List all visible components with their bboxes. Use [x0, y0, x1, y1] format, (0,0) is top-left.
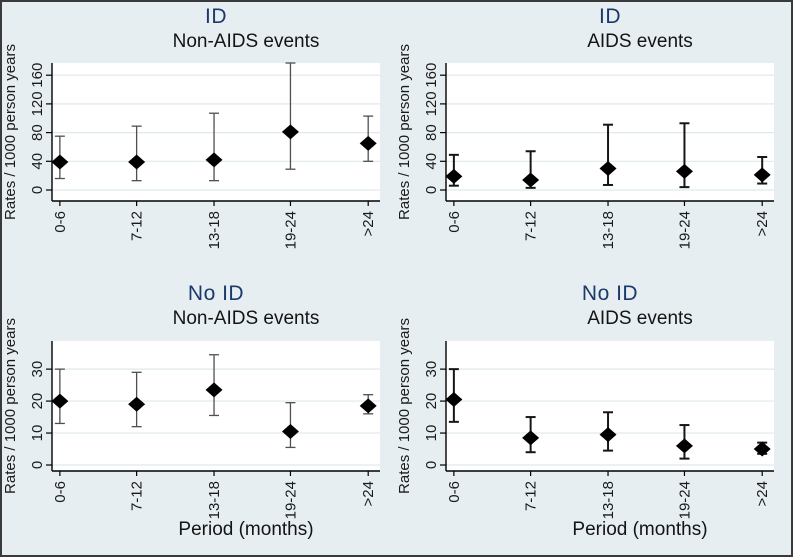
x-tick-label: 7-12 — [129, 211, 146, 241]
x-tick-label: 19-24 — [676, 481, 693, 519]
x-tick-label: 19-24 — [676, 211, 693, 249]
x-tick-label: 0-6 — [52, 211, 69, 233]
x-tick-label: >24 — [360, 211, 377, 236]
plot-area — [446, 341, 774, 471]
panel-id-aids: 0 40 80 120 160 Rates / 1000 person years 0-6 7… — [396, 2, 791, 279]
data-point-diamond — [445, 168, 463, 184]
x-axis-title: Period (months) — [572, 519, 708, 540]
y-tick-label: 0 — [423, 186, 440, 194]
y-axis-title: Rates / 1000 person years — [2, 44, 19, 220]
data-point-diamond — [281, 124, 299, 140]
panel-group-title: No ID — [581, 282, 639, 305]
x-tick-label: 19-24 — [282, 481, 299, 519]
x-tick-label: 0-6 — [446, 211, 463, 233]
data-point-diamond — [753, 441, 771, 457]
plot-noid-non-aids: 0 10 20 30 Rates / 1000 person years 0-6 7-12 1… — [2, 318, 380, 519]
plot-id-aids: 0 40 80 120 160 Rates / 1000 person years 0-6 7… — [396, 44, 774, 249]
x-tick-label: 19-24 — [282, 211, 299, 249]
panel-subtitle: AIDS events — [587, 31, 693, 52]
y-tick-label: 10 — [29, 425, 46, 442]
x-tick-label: 0-6 — [446, 481, 463, 503]
x-tick-label: >24 — [754, 211, 771, 236]
x-tick-label: 13-18 — [600, 211, 617, 249]
x-tick-label: 7-12 — [523, 481, 540, 511]
x-tick-label: >24 — [754, 481, 771, 506]
y-tick-label: 160 — [423, 63, 440, 88]
panel-subtitle: Non-AIDS events — [172, 31, 320, 52]
panel-group-title: ID — [599, 5, 621, 28]
panel-subtitle: AIDS events — [587, 308, 693, 329]
y-axis-title: Rates / 1000 person years — [2, 318, 19, 494]
y-tick-label: 80 — [29, 124, 46, 141]
y-tick-label: 30 — [29, 361, 46, 378]
y-tick-label: 20 — [29, 393, 46, 410]
data-point-diamond — [128, 154, 146, 170]
y-tick-label: 10 — [423, 425, 440, 442]
data-point-diamond — [205, 382, 223, 398]
panel-noid-aids: 0 10 20 30 Rates / 1000 person years 0-6 7-12 1… — [396, 279, 791, 555]
data-point-diamond — [599, 427, 617, 443]
y-axis-title: Rates / 1000 person years — [396, 44, 413, 220]
x-tick-label: 7-12 — [523, 211, 540, 241]
y-tick-label: 160 — [29, 63, 46, 88]
x-tick-label: 13-18 — [206, 481, 223, 519]
y-tick-label: 120 — [29, 91, 46, 116]
data-point-diamond — [675, 438, 693, 454]
x-axis-title: Period (months) — [178, 519, 314, 540]
data-point-diamond — [359, 135, 377, 151]
plot-area — [52, 341, 380, 471]
y-tick-label: 0 — [29, 186, 46, 194]
data-point-diamond — [753, 167, 771, 183]
data-point-diamond — [675, 163, 693, 179]
x-tick-label: 7-12 — [129, 481, 146, 511]
data-point-diamond — [205, 152, 223, 168]
data-point-diamond — [128, 396, 146, 412]
y-tick-label: 0 — [423, 461, 440, 469]
y-tick-label: 0 — [29, 461, 46, 469]
panel-group-title: ID — [205, 5, 227, 28]
y-tick-label: 40 — [29, 153, 46, 170]
data-point-diamond — [281, 423, 299, 439]
y-tick-label: 40 — [423, 153, 440, 170]
x-tick-label: 13-18 — [206, 211, 223, 249]
panel-id-non-aids: 0 40 80 120 160 Rates / 1000 person years 0-6 7… — [2, 2, 396, 279]
panel-noid-non-aids: 0 10 20 30 Rates / 1000 person years 0-6 7-12 1… — [2, 279, 396, 555]
x-tick-label: 13-18 — [600, 481, 617, 519]
plot-noid-aids: 0 10 20 30 Rates / 1000 person years 0-6 7-12 1… — [396, 318, 774, 519]
y-tick-label: 120 — [423, 91, 440, 116]
y-tick-label: 30 — [423, 361, 440, 378]
data-point-diamond — [522, 430, 540, 446]
x-tick-label: 0-6 — [52, 481, 69, 503]
data-point-diamond — [51, 393, 69, 409]
data-point-diamond — [522, 172, 540, 188]
data-point-diamond — [599, 160, 617, 176]
panel-group-title: No ID — [187, 282, 245, 305]
y-tick-label: 80 — [423, 124, 440, 141]
plot-id-non-aids: 0 40 80 120 160 Rates / 1000 person years 0-6 7… — [2, 44, 380, 249]
data-point-diamond — [445, 391, 463, 407]
x-tick-label: >24 — [360, 481, 377, 506]
data-point-diamond — [51, 154, 69, 170]
panel-subtitle: Non-AIDS events — [172, 308, 320, 329]
data-point-diamond — [359, 398, 377, 414]
y-tick-label: 20 — [423, 393, 440, 410]
y-axis-title: Rates / 1000 person years — [396, 318, 413, 494]
